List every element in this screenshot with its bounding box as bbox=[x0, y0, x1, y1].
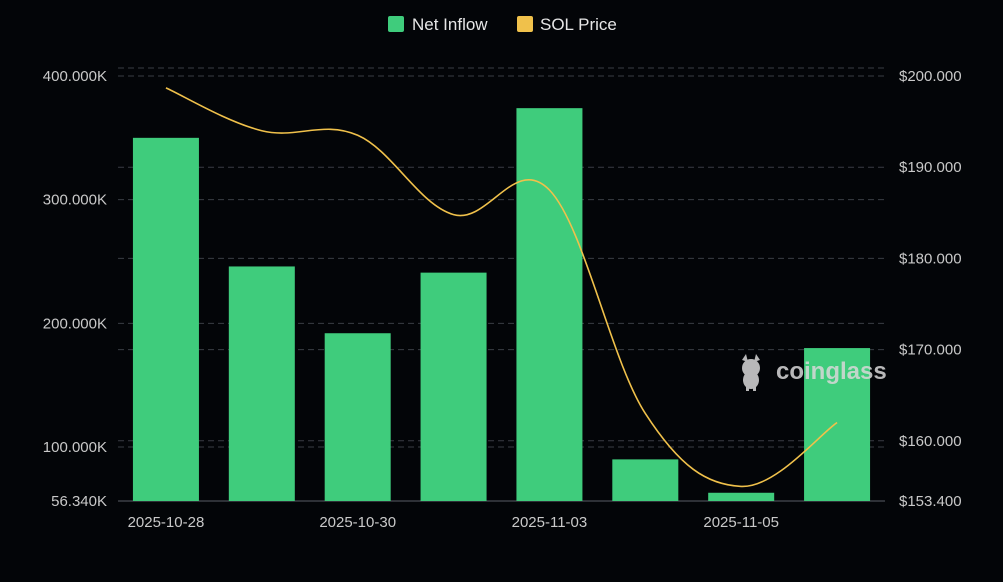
y-left-tick-label: 200.000K bbox=[43, 315, 107, 332]
legend-swatch-net-inflow[interactable] bbox=[388, 16, 404, 32]
bar-net-inflow-2025-10-30[interactable] bbox=[324, 333, 391, 501]
x-axis-ticks: 2025-10-28 2025-10-30 2025-11-03 2025-11-05 bbox=[128, 514, 779, 531]
y-right-tick-label: $153.400 bbox=[899, 493, 962, 510]
y-axis-left-ticks: 56.340K 100.000K 200.000K 300.000K 400.000K bbox=[43, 68, 107, 510]
bar-net-inflow-2025-10-29[interactable] bbox=[228, 266, 295, 501]
legend-label-net-inflow[interactable]: Net Inflow bbox=[412, 15, 488, 34]
bars-net-inflow bbox=[132, 108, 871, 502]
y-left-tick-label: 300.000K bbox=[43, 192, 107, 209]
bar-net-inflow-2025-10-28[interactable] bbox=[132, 137, 199, 502]
bar-net-inflow-2025-11-06[interactable] bbox=[804, 348, 871, 501]
bar-net-inflow-2025-11-03[interactable] bbox=[516, 108, 583, 501]
watermark: coinglass bbox=[742, 354, 887, 391]
y-axis-right-ticks: $153.400 $160.000 $170.000 $180.000 $190.000… bbox=[899, 68, 962, 510]
x-tick-label: 2025-11-03 bbox=[512, 514, 588, 531]
watermark-text: coinglass bbox=[776, 358, 887, 385]
line-path-sol-price[interactable] bbox=[165, 87, 838, 488]
y-right-tick-label: $170.000 bbox=[899, 342, 962, 359]
x-tick-label: 2025-10-30 bbox=[319, 514, 396, 531]
y-right-tick-label: $180.000 bbox=[899, 250, 962, 267]
bar-net-inflow-2025-11-05[interactable] bbox=[708, 492, 775, 501]
y-left-tick-label: 400.000K bbox=[43, 68, 107, 85]
legend-swatch-sol-price[interactable] bbox=[517, 16, 533, 32]
line-sol-price bbox=[165, 87, 838, 488]
y-left-tick-label: 56.340K bbox=[51, 493, 107, 510]
coinglass-logo-icon bbox=[742, 354, 760, 391]
y-right-tick-label: $160.000 bbox=[899, 433, 962, 450]
bar-net-inflow-2025-11-04[interactable] bbox=[612, 459, 679, 501]
y-left-tick-label: 100.000K bbox=[43, 439, 107, 456]
y-right-tick-label: $200.000 bbox=[899, 68, 962, 85]
legend: Net Inflow SOL Price bbox=[388, 15, 617, 34]
y-right-tick-label: $190.000 bbox=[899, 159, 962, 176]
legend-label-sol-price[interactable]: SOL Price bbox=[540, 15, 617, 34]
x-tick-label: 2025-11-05 bbox=[703, 514, 779, 531]
x-tick-label: 2025-10-28 bbox=[128, 514, 205, 531]
bar-net-inflow-2025-10-31[interactable] bbox=[420, 272, 487, 501]
